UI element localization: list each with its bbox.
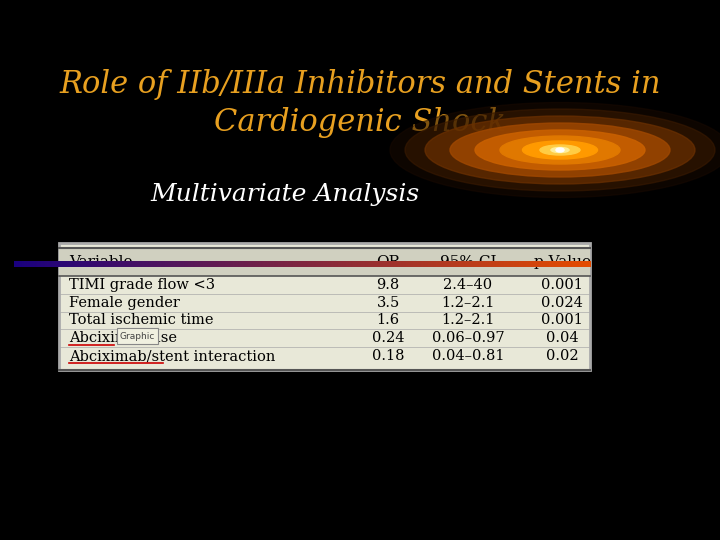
- Text: 0.24: 0.24: [372, 332, 405, 345]
- Text: Multivariate Analysis: Multivariate Analysis: [150, 184, 420, 206]
- Text: 9.8: 9.8: [377, 278, 400, 292]
- FancyBboxPatch shape: [59, 243, 590, 370]
- Text: Graphic: Graphic: [120, 332, 156, 341]
- Text: TIMI grade flow <3: TIMI grade flow <3: [68, 278, 215, 292]
- Text: 0.04: 0.04: [546, 332, 578, 345]
- Text: 0.024: 0.024: [541, 296, 583, 310]
- Text: 95% CI: 95% CI: [440, 255, 496, 269]
- Text: p Value: p Value: [534, 255, 590, 269]
- Text: 0.06–0.97: 0.06–0.97: [432, 332, 505, 345]
- Text: 0.04–0.81: 0.04–0.81: [432, 349, 504, 363]
- Text: 3.5: 3.5: [377, 296, 400, 310]
- Text: 2.4–40: 2.4–40: [444, 278, 492, 292]
- Text: Cardiogenic Shock: Cardiogenic Shock: [214, 106, 506, 138]
- Text: 1.2–2.1: 1.2–2.1: [441, 296, 495, 310]
- Text: 0.001: 0.001: [541, 314, 583, 327]
- Text: Abciximab/stent interaction: Abciximab/stent interaction: [68, 349, 275, 363]
- Text: Total ischemic time: Total ischemic time: [68, 314, 213, 327]
- Text: 0.18: 0.18: [372, 349, 405, 363]
- Text: 1.6: 1.6: [377, 314, 400, 327]
- FancyBboxPatch shape: [117, 328, 158, 345]
- Text: OR: OR: [376, 255, 400, 269]
- Text: Role of IIb/IIIa Inhibitors and Stents in: Role of IIb/IIIa Inhibitors and Stents i…: [59, 70, 661, 100]
- Text: 0.02: 0.02: [546, 349, 578, 363]
- Text: Female gender: Female gender: [68, 296, 179, 310]
- Text: 1.2–2.1: 1.2–2.1: [441, 314, 495, 327]
- Text: 0.001: 0.001: [541, 278, 583, 292]
- FancyBboxPatch shape: [59, 248, 590, 276]
- Text: Variable: Variable: [68, 255, 132, 269]
- Text: Abciximab use: Abciximab use: [68, 332, 176, 345]
